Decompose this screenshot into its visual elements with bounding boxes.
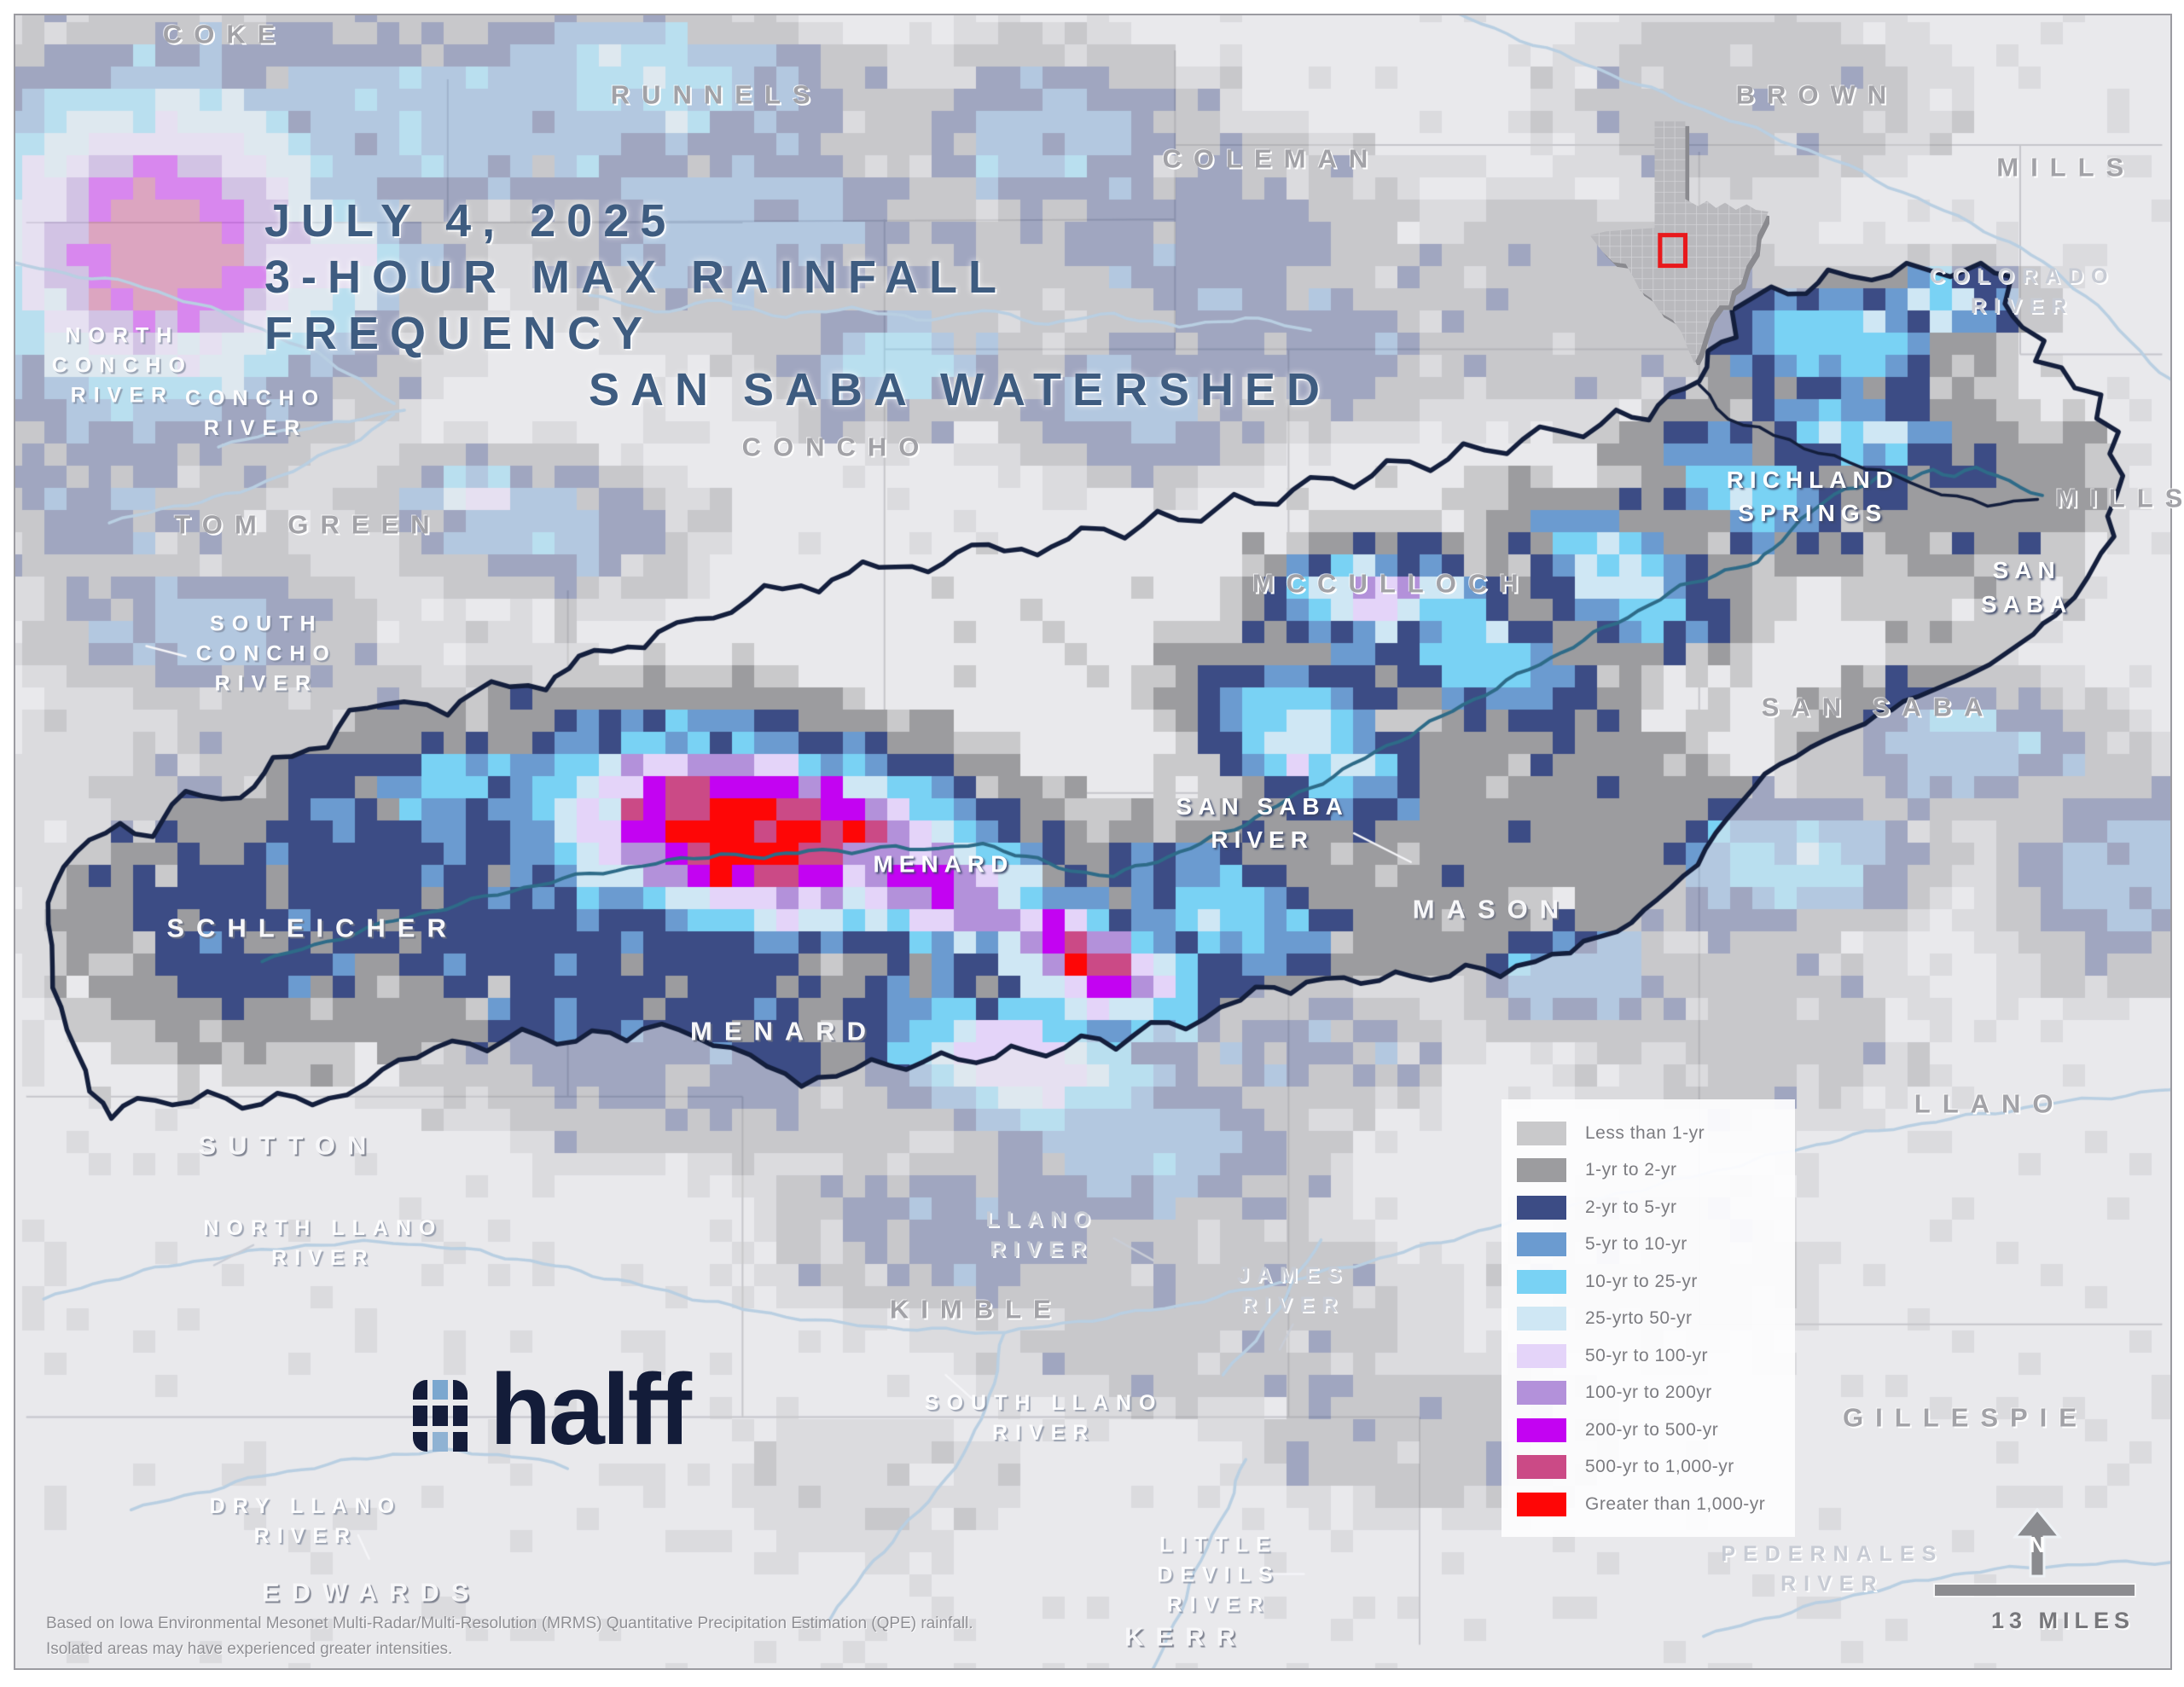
rainfall-map-canvas xyxy=(15,15,2170,1668)
map-viewport xyxy=(14,14,2172,1670)
